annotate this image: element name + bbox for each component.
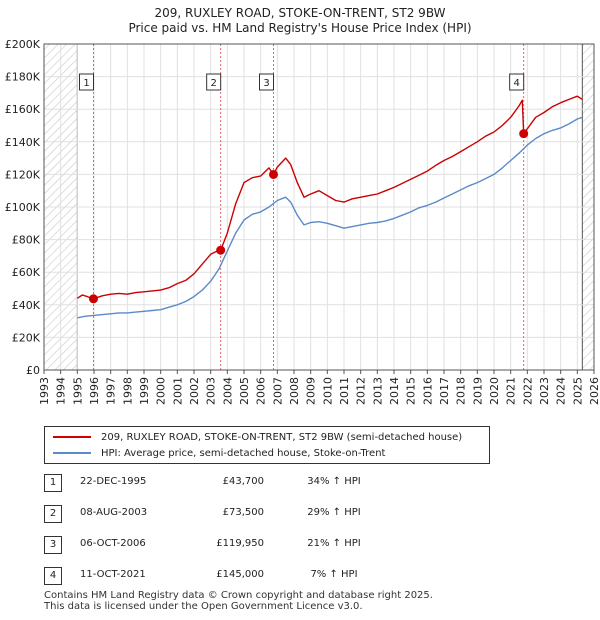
y-tick-label: £0: [26, 364, 40, 377]
x-tick-label: 1996: [88, 377, 101, 405]
footer-copyright: Contains HM Land Registry data © Crown c…: [44, 590, 433, 601]
x-tick-label: 2005: [238, 377, 251, 405]
x-tick-label: 2017: [438, 377, 451, 405]
x-tick-label: 2024: [555, 377, 568, 405]
sale-number-label: 4: [513, 78, 519, 89]
sale-number-box: [206, 73, 222, 91]
x-tick-label: 2009: [305, 377, 318, 405]
row-number-badge: 3: [44, 536, 62, 554]
y-tick-label: £40K: [12, 299, 41, 312]
footer-notice: Contains HM Land Registry data © Crown c…: [44, 590, 433, 612]
sale-number-label: 2: [210, 78, 216, 89]
sale-point: [269, 169, 278, 179]
row-hpi: 7% ↑ HPI: [310, 569, 358, 580]
x-tick-label: 2025: [571, 377, 584, 405]
x-tick-label: 2023: [538, 377, 551, 405]
row-hpi: 29% ↑ HPI: [307, 507, 361, 518]
sale-number-box: [509, 73, 525, 91]
x-tick-label: 2018: [455, 377, 468, 405]
sale-number-box: [79, 73, 94, 91]
legend-item-hpi: HPI: Average price, semi-detached house,…: [53, 445, 385, 461]
y-tick-label: £180K: [5, 71, 41, 84]
legend-label-hpi: HPI: Average price, semi-detached house,…: [101, 447, 386, 459]
row-hpi: 21% ↑ HPI: [307, 538, 361, 549]
x-tick-label: 2012: [355, 377, 368, 405]
sale-number-label: 3: [263, 78, 269, 89]
table-row: 2 08-AUG-2003 £73,500 29% ↑ HPI: [44, 505, 464, 523]
x-tick-label: 2019: [471, 377, 484, 405]
table-row: 3 06-OCT-2006 £119,950 21% ↑ HPI: [44, 536, 464, 554]
x-tick-label: 2007: [271, 377, 284, 405]
x-tick-label: 2001: [171, 377, 184, 405]
sale-point: [216, 245, 226, 255]
x-tick-label: 2010: [321, 377, 334, 405]
x-tick-label: 2008: [288, 377, 301, 405]
table-row: 1 22-DEC-1995 £43,700 34% ↑ HPI: [44, 474, 464, 492]
x-tick-label: 2013: [371, 377, 384, 405]
x-tick-label: 1993: [38, 377, 51, 405]
x-tick-label: 2022: [521, 377, 534, 405]
row-hpi: 34% ↑ HPI: [307, 476, 361, 487]
legend-item-property: 209, RUXLEY ROAD, STOKE-ON-TRENT, ST2 9B…: [53, 429, 462, 445]
sale-number-box: [259, 73, 274, 91]
sale-number-label: 1: [83, 78, 89, 89]
x-tick-label: 2006: [255, 377, 268, 405]
x-tick-label: 2020: [488, 377, 501, 405]
row-date: 06-OCT-2006: [80, 538, 146, 549]
y-tick-label: £120K: [5, 168, 41, 181]
x-tick-label: 1998: [121, 377, 134, 405]
y-tick-label: £80K: [12, 234, 41, 247]
footer-licence: This data is licensed under the Open Gov…: [44, 601, 363, 612]
row-number-badge: 2: [44, 505, 62, 523]
series-line-hpi: [77, 116, 583, 319]
chart-subtitle: Price paid vs. HM Land Registry's House …: [128, 21, 472, 35]
y-tick-label: £200K: [5, 38, 41, 51]
x-tick-label: 2002: [188, 377, 201, 405]
row-price: £73,500: [222, 507, 264, 518]
x-tick-label: 2016: [421, 377, 434, 405]
y-tick-label: £140K: [5, 136, 41, 149]
x-tick-label: 2026: [588, 377, 600, 405]
x-tick-label: 1994: [55, 377, 68, 405]
y-tick-label: £100K: [5, 201, 41, 214]
x-tick-label: 1995: [71, 377, 84, 405]
x-tick-label: 2015: [405, 377, 418, 405]
x-tick-label: 2000: [155, 377, 168, 405]
row-date: 08-AUG-2003: [80, 507, 148, 518]
y-tick-label: £60K: [12, 266, 41, 279]
sale-point: [89, 294, 98, 304]
series-line-property: [76, 95, 583, 300]
legend-label-property: 209, RUXLEY ROAD, STOKE-ON-TRENT, ST2 9B…: [101, 431, 463, 443]
chart-title: 209, RUXLEY ROAD, STOKE-ON-TRENT, ST2 9B…: [154, 6, 446, 20]
legend-swatch-property: [53, 436, 91, 438]
table-row: 4 11-OCT-2021 £145,000 7% ↑ HPI: [44, 567, 464, 585]
x-tick-label: 2011: [338, 377, 351, 405]
sale-point: [519, 129, 529, 139]
price-chart: £0 £20K £40K £60K £80K £100K £120K £140K £160K £1…: [5, 38, 600, 405]
row-date: 22-DEC-1995: [80, 476, 147, 487]
legend-swatch-hpi: [53, 452, 91, 454]
x-tick-label: 1997: [105, 377, 118, 405]
row-price: £119,950: [216, 538, 264, 549]
y-tick-label: £20K: [12, 331, 41, 344]
x-tick-label: 2014: [388, 377, 401, 405]
plot-border: [43, 43, 595, 371]
x-tick-label: 2003: [205, 377, 218, 405]
x-tick-label: 1999: [138, 377, 151, 405]
row-date: 11-OCT-2021: [80, 569, 146, 580]
y-tick-label: £160K: [5, 103, 41, 116]
row-number-badge: 1: [44, 474, 62, 492]
row-price: £43,700: [222, 476, 264, 487]
row-number-badge: 4: [44, 567, 62, 585]
x-tick-label: 2004: [221, 377, 234, 405]
legend: 209, RUXLEY ROAD, STOKE-ON-TRENT, ST2 9B…: [44, 426, 490, 464]
row-price: £145,000: [216, 569, 264, 580]
x-tick-label: 2021: [505, 377, 518, 405]
